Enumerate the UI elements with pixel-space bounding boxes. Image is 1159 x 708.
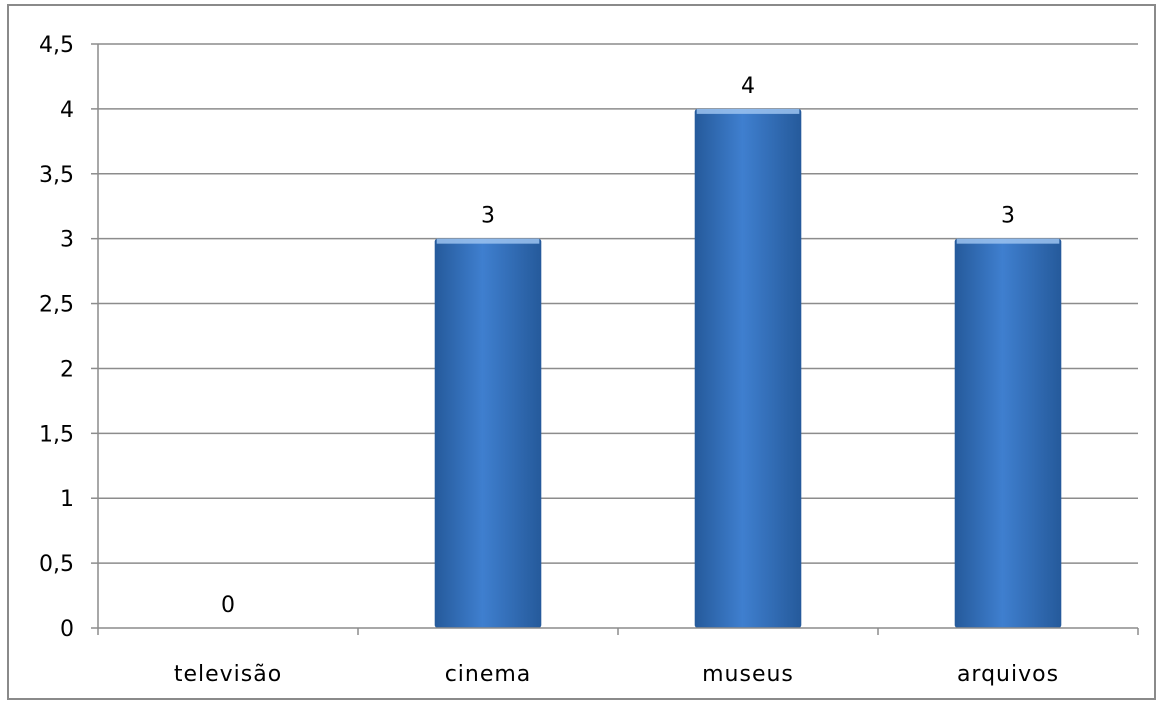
y-tick-label: 2,5 bbox=[39, 293, 74, 318]
x-tick-label: televisão bbox=[174, 662, 282, 687]
y-tick-label: 3 bbox=[60, 228, 74, 253]
y-tick-label: 4,5 bbox=[39, 33, 74, 58]
bar-highlight bbox=[696, 108, 800, 114]
y-tick-label: 1 bbox=[60, 487, 74, 512]
x-tick-label: arquivos bbox=[957, 662, 1059, 687]
data-label: 3 bbox=[1001, 204, 1015, 229]
y-tick-label: 4 bbox=[60, 98, 74, 123]
y-tick-label: 2 bbox=[60, 357, 74, 382]
bar-highlight bbox=[436, 238, 540, 244]
x-tick-label: cinema bbox=[445, 662, 532, 687]
data-label: 3 bbox=[481, 204, 495, 229]
y-tick-label: 0,5 bbox=[39, 552, 74, 577]
data-labels: 0 3 4 3 bbox=[221, 74, 1015, 618]
bar-2 bbox=[434, 238, 542, 628]
y-tick-label: 1,5 bbox=[39, 422, 74, 447]
bar-highlight bbox=[956, 238, 1060, 244]
data-label: 0 bbox=[221, 593, 235, 618]
x-tick-label: museus bbox=[702, 662, 794, 687]
bars bbox=[434, 108, 1062, 628]
x-axis: televisão cinema museus arquivos bbox=[97, 627, 1139, 687]
bar-4 bbox=[954, 238, 1062, 628]
y-tick-label: 3,5 bbox=[39, 163, 74, 188]
y-tick-label: 0 bbox=[60, 617, 74, 642]
data-label: 4 bbox=[741, 74, 755, 99]
bar-3 bbox=[694, 108, 802, 628]
y-axis-ticks: 0 0,5 1 1,5 2 2,5 3 3,5 4 4,5 bbox=[39, 33, 99, 642]
